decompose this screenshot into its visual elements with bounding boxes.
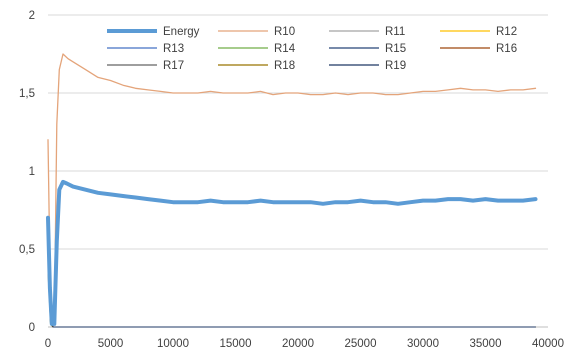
y-tick-label: 1,5: [19, 88, 35, 100]
y-tick-label: 2: [29, 10, 35, 22]
legend-label: R12: [496, 26, 517, 38]
legend-label: R10: [274, 26, 295, 38]
legend-label: R11: [385, 26, 405, 38]
y-axis-ticks: 0 0,5 1 1,5 2: [19, 10, 35, 334]
legend-label: R15: [385, 43, 406, 55]
legend-label: R13: [163, 43, 184, 55]
legend-label: R14: [274, 43, 296, 55]
x-tick-label: 5000: [98, 338, 124, 350]
legend-item-energy: Energy: [107, 26, 200, 38]
series-line-r10: [47, 53, 537, 325]
x-tick-label: 0: [45, 338, 51, 350]
legend: Energy R10 R11 R12 R13 R14 R15 R16 R17 R18 R19: [107, 26, 517, 72]
legend-item-r12: R12: [440, 26, 517, 38]
legend-item-r15: R15: [329, 43, 406, 55]
legend-item-r11: R11: [329, 26, 405, 38]
x-tick-label: 25000: [345, 338, 377, 350]
legend-label: R18: [274, 60, 295, 72]
legend-label: R16: [496, 43, 517, 55]
legend-item-r13: R13: [107, 43, 184, 55]
legend-label: R17: [163, 60, 184, 72]
legend-label: R19: [385, 60, 406, 72]
y-tick-label: 0: [29, 322, 35, 334]
legend-item-r14: R14: [218, 43, 296, 55]
series-line-energy: [46, 179, 538, 326]
x-tick-label: 15000: [220, 338, 252, 350]
x-tick-label: 30000: [407, 338, 439, 350]
x-tick-label: 20000: [282, 338, 314, 350]
y-tick-label: 0,5: [19, 244, 35, 256]
x-axis-ticks: 0 5000 10000 15000 20000 25000 30000 35000 40000: [45, 338, 564, 350]
legend-item-r19: R19: [329, 60, 406, 72]
legend-label: Energy: [163, 26, 200, 38]
y-tick-label: 1: [29, 166, 35, 178]
x-tick-label: 35000: [470, 338, 502, 350]
legend-item-r18: R18: [218, 60, 295, 72]
x-tick-label: 40000: [532, 338, 564, 350]
series-lines: [46, 53, 538, 328]
legend-item-r10: R10: [218, 26, 295, 38]
x-tick-label: 10000: [157, 338, 189, 350]
legend-item-r17: R17: [107, 60, 184, 72]
legend-item-r16: R16: [440, 43, 517, 55]
